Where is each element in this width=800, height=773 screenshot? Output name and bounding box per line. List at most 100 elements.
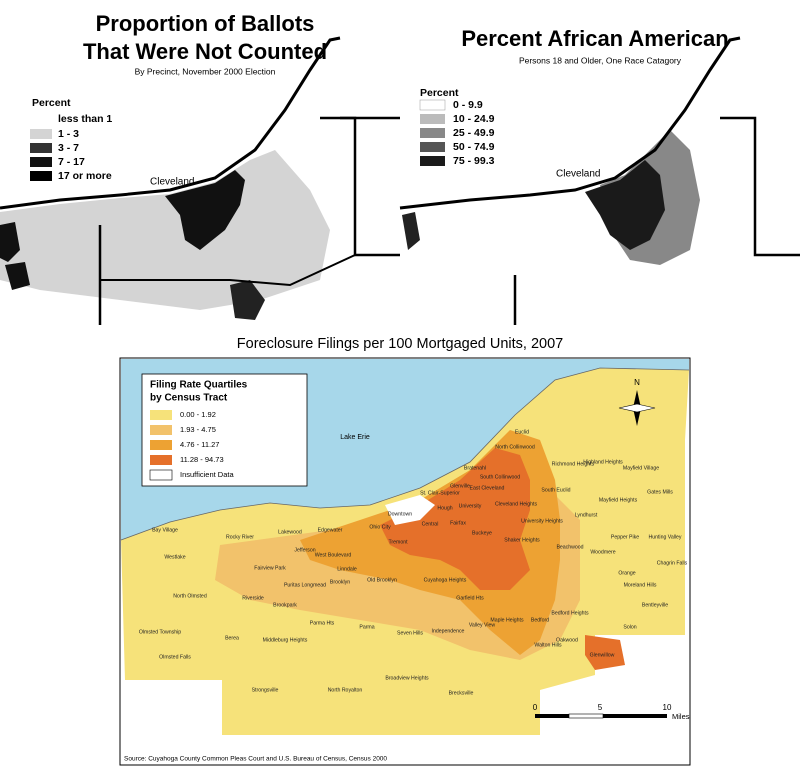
place-label: Broadview Heights [385, 675, 429, 681]
legend-swatch [149, 469, 173, 481]
place-label: Mayfield Heights [599, 497, 638, 503]
map-title: That Were Not Counted [83, 39, 327, 64]
county-line [720, 116, 800, 257]
place-label: Shaker Heights [504, 537, 540, 543]
scale-bar: 0 5 10 Miles [533, 703, 690, 721]
precincts-dark [5, 262, 30, 290]
legend-swatch [30, 171, 52, 181]
legend-label: 7 - 17 [58, 156, 85, 168]
place-label: Cleveland [556, 169, 600, 180]
place-label: Oakwood [556, 637, 578, 643]
place-label: Old Brooklyn [367, 577, 397, 583]
legend-swatch [420, 114, 445, 124]
place-label: Hough [437, 505, 452, 511]
legend-title: Percent [420, 87, 459, 99]
scale-label: 5 [598, 703, 603, 712]
legend-swatch [30, 157, 52, 167]
place-label: Euclid [515, 429, 529, 435]
scale-unit: Miles [672, 712, 690, 721]
place-label: Cleveland [150, 177, 194, 188]
shoreline [399, 36, 741, 210]
place-label: Riverside [242, 595, 264, 601]
place-label: Jefferson [294, 547, 315, 553]
place-label: West Boulevard [315, 552, 352, 558]
place-label: Gates Mills [647, 489, 673, 495]
precincts-gray [0, 150, 330, 310]
place-label: Moreland Hills [624, 582, 657, 588]
legend-label: 75 - 99.3 [453, 155, 495, 167]
place-label: Glenwillow [590, 652, 615, 658]
place-label: Chagrin Falls [657, 560, 688, 566]
place-label: Walton Hills [534, 642, 562, 648]
place-label: Cuyahoga Heights [424, 577, 467, 583]
place-label: Downtown [388, 511, 412, 517]
tracts-dark [585, 160, 665, 250]
legend-title: by Census Tract [150, 393, 228, 404]
place-label: Fairfax [450, 520, 466, 526]
place-label: Lakewood [278, 529, 302, 535]
insufficient [385, 495, 435, 525]
place-label: St. Clair-Superior [420, 490, 460, 496]
quartile-4 [380, 448, 530, 590]
place-label: Parma Hts [310, 620, 335, 626]
legend-swatch [420, 128, 445, 138]
place-label: South Collinwood [480, 474, 520, 480]
precincts-dark [165, 170, 245, 250]
legend-label: Insufficient Data [180, 470, 234, 479]
place-label: Glenville [450, 483, 470, 489]
place-label: Buckeye [472, 530, 492, 536]
legend-title: Filing Rate Quartiles [150, 380, 248, 391]
place-label: University Heights [521, 518, 563, 524]
legend-label: 1.93 - 4.75 [180, 425, 216, 434]
place-label: Strongsville [252, 687, 279, 693]
place-label: Brookpark [273, 602, 297, 608]
legend-label: 0.00 - 1.92 [180, 410, 216, 419]
place-label: Bay Village [152, 527, 178, 533]
place-label: Tremont [388, 539, 408, 545]
place-label: Berea [225, 635, 239, 641]
legend-swatch [150, 455, 172, 465]
scale-label: 0 [533, 703, 538, 712]
place-label: North Olmsted [173, 593, 207, 599]
place-label: Brecksville [449, 690, 474, 696]
place-label: Puritas Longmead [284, 582, 326, 588]
place-label: Edgewater [318, 527, 343, 533]
legend-swatch [30, 129, 52, 139]
place-label: North Collinwood [495, 444, 535, 450]
place-label: Fairview Park [254, 565, 286, 571]
map-subtitle: Persons 18 and Older, One Race Catagory [519, 55, 682, 65]
place-label: Maple Heights [490, 617, 524, 623]
legend-label: 4.76 - 11.27 [180, 440, 219, 449]
shoreline [0, 36, 341, 210]
place-label: Independence [432, 628, 465, 634]
place-label: Bedford [531, 617, 549, 623]
place-label: Linndale [337, 566, 357, 572]
legend-label: 11.28 - 94.73 [180, 455, 224, 464]
north-label: N [634, 378, 640, 387]
legend-label: 3 - 7 [58, 142, 79, 154]
tracts-dark [402, 212, 420, 250]
scale-label: 10 [663, 703, 672, 712]
place-label: Solon [623, 624, 636, 630]
legend-swatch [150, 440, 172, 450]
place-label: Parma [359, 624, 374, 630]
place-label: Cleveland Heights [495, 501, 538, 507]
map-subtitle: By Precinct, November 2000 Election [135, 66, 276, 76]
place-label: Bedford Heights [551, 610, 589, 616]
place-label: Richmond Heights [552, 461, 595, 467]
place-label: Mayfield Village [623, 465, 659, 471]
place-label: Olmsted Township [139, 629, 181, 635]
county-line [100, 254, 356, 287]
legend-label: less than 1 [58, 113, 112, 125]
legend-swatch [420, 156, 445, 166]
map-title: Proportion of Ballots [96, 11, 315, 36]
place-label: Ohio City [369, 524, 391, 530]
legend-swatch [150, 425, 172, 435]
place-label: Bentleyville [642, 602, 668, 608]
place-label: Brooklyn [330, 579, 350, 585]
place-label: Olmsted Falls [159, 654, 191, 660]
place-label: Middleburg Heights [263, 637, 308, 643]
quartile-4 [585, 635, 625, 670]
water-label: Lake Erie [340, 434, 370, 441]
